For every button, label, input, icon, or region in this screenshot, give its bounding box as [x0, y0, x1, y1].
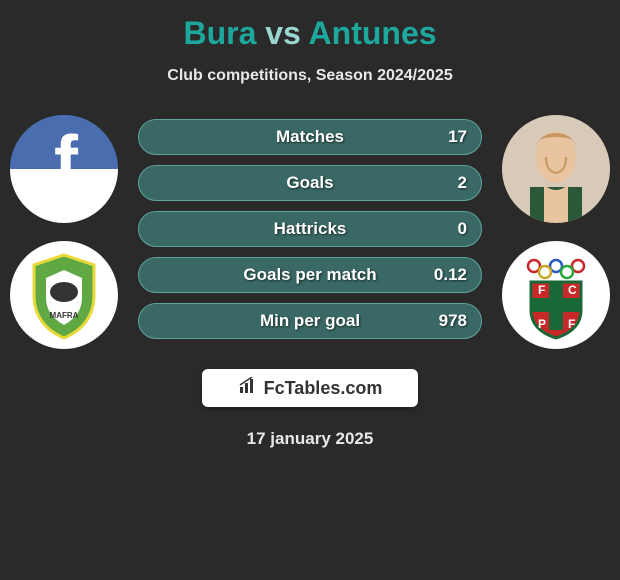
- stat-label: Goals per match: [243, 265, 376, 285]
- stat-row-matches: Matches 17: [138, 119, 482, 155]
- right-avatars: F C P F: [502, 115, 610, 349]
- stat-row-mpg: Min per goal 978: [138, 303, 482, 339]
- svg-text:F: F: [568, 317, 575, 331]
- stat-right-value: 0: [458, 219, 467, 239]
- stats-container: Matches 17 Goals 2 Hattricks 0 Goals per…: [118, 119, 502, 339]
- svg-text:F: F: [538, 283, 545, 297]
- stat-label: Goals: [286, 173, 333, 193]
- club2-badge: F C P F: [502, 241, 610, 349]
- page-title: Bura vs Antunes: [0, 15, 620, 52]
- vs-text: vs: [265, 15, 301, 51]
- watermark-text: FcTables.com: [264, 378, 383, 399]
- crest-icon: F C P F: [511, 250, 601, 340]
- chart-icon: [238, 377, 258, 400]
- stat-label: Min per goal: [260, 311, 360, 331]
- main-content: f MAFRA Matches 17 Goals 2: [0, 115, 620, 349]
- stat-right-value: 2: [458, 173, 467, 193]
- facebook-avatar: f: [10, 115, 118, 223]
- subtitle: Club competitions, Season 2024/2025: [0, 67, 620, 85]
- svg-text:C: C: [568, 283, 577, 297]
- player2-photo: [502, 115, 610, 223]
- facebook-icon: f: [54, 121, 78, 203]
- stat-label: Hattricks: [274, 219, 347, 239]
- svg-text:MAFRA: MAFRA: [50, 311, 79, 320]
- stat-right-value: 978: [439, 311, 467, 331]
- stat-row-hattricks: Hattricks 0: [138, 211, 482, 247]
- watermark: FcTables.com: [202, 369, 418, 407]
- date-text: 17 january 2025: [0, 429, 620, 449]
- stat-right-value: 17: [448, 127, 467, 147]
- left-avatars: f MAFRA: [10, 115, 118, 349]
- stat-row-gpm: Goals per match 0.12: [138, 257, 482, 293]
- stat-row-goals: Goals 2: [138, 165, 482, 201]
- shield-icon: MAFRA: [24, 250, 104, 340]
- main-container: Bura vs Antunes Club competitions, Seaso…: [0, 0, 620, 459]
- player2-name: Antunes: [309, 15, 437, 51]
- person-icon: [502, 115, 610, 223]
- player1-name: Bura: [183, 15, 256, 51]
- svg-text:P: P: [538, 317, 546, 331]
- stat-label: Matches: [276, 127, 344, 147]
- stat-right-value: 0.12: [434, 265, 467, 285]
- club1-badge: MAFRA: [10, 241, 118, 349]
